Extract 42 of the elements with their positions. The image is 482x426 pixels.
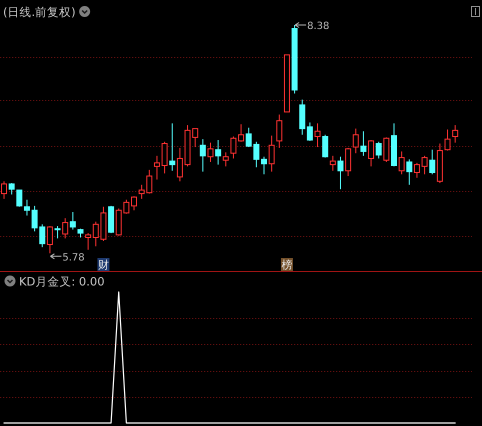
- candlestick: [246, 127, 252, 148]
- candlestick: [276, 114, 282, 148]
- picture-event-marker: 榜: [280, 258, 293, 272]
- candlestick: [138, 184, 145, 200]
- candlestick: [46, 226, 53, 254]
- candlestick: [146, 169, 152, 194]
- candlestick: [376, 141, 382, 159]
- candlestick: [54, 226, 61, 239]
- candlestick: [16, 190, 22, 208]
- candlestick: [299, 99, 306, 136]
- candlestick: [368, 140, 374, 167]
- candlestick: [314, 122, 321, 148]
- annotation: 8.38: [307, 21, 330, 32]
- candlestick: [429, 149, 436, 175]
- candlestick: [383, 136, 390, 162]
- candlestick: [337, 156, 344, 190]
- annotation: 5.78: [62, 252, 85, 264]
- candlestick: [222, 152, 229, 167]
- candlestick: [330, 155, 336, 172]
- candlestick: [352, 128, 359, 154]
- candlestick: [200, 138, 206, 172]
- candlestick: [8, 182, 15, 195]
- chart-title: (日线.前复权): [3, 5, 76, 19]
- candlestick: [70, 212, 76, 230]
- candlestick: [398, 150, 405, 175]
- candlestick: [1, 180, 8, 200]
- candlestick: [169, 122, 176, 172]
- candlestick: [444, 128, 451, 152]
- chart-title: KD月金叉: 0.00: [19, 274, 105, 288]
- candlestick: [207, 142, 214, 162]
- picture-event-marker: 财: [97, 258, 110, 272]
- candlestick: [62, 218, 68, 239]
- candlestick: [322, 134, 328, 158]
- candlestick: [452, 124, 458, 144]
- candlestick: [406, 158, 412, 186]
- candlestick: [268, 135, 275, 172]
- candlestick: [85, 232, 92, 250]
- candlestick: [215, 140, 222, 166]
- candlestick: [345, 147, 352, 177]
- candlestick: [39, 224, 46, 248]
- candlestick: [306, 122, 313, 142]
- candlestick: [360, 130, 366, 156]
